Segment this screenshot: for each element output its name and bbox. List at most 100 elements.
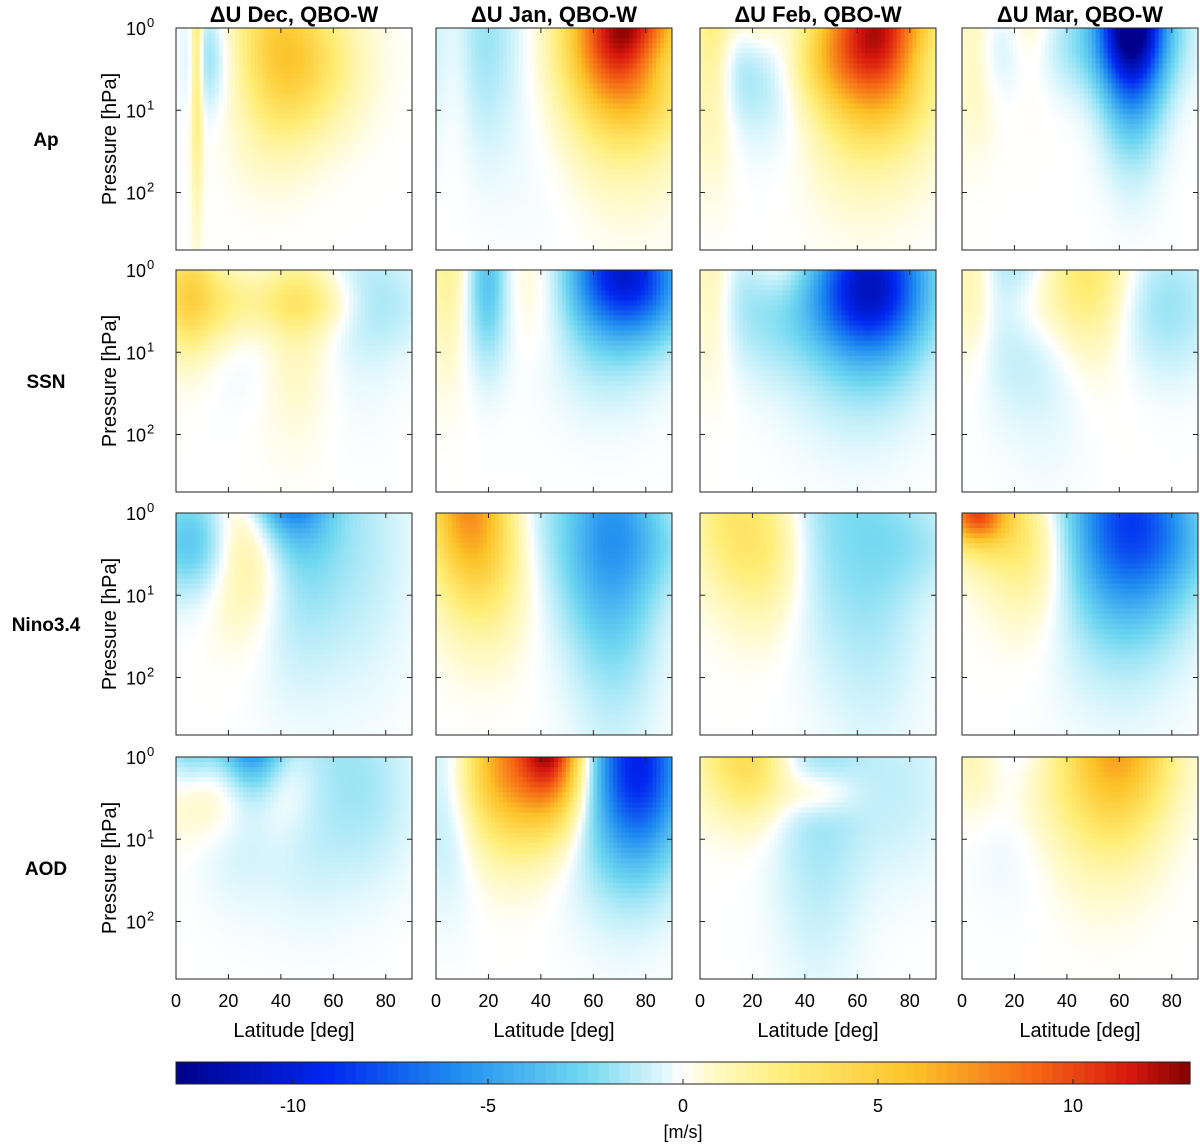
heatmap-cell xyxy=(345,199,350,206)
heatmap-cell xyxy=(632,159,638,165)
heatmap-cell xyxy=(620,174,626,180)
heatmap-cell xyxy=(325,58,330,64)
heatmap-cell xyxy=(203,83,209,90)
heatmap-cell xyxy=(538,144,543,150)
heatmap-cell xyxy=(227,28,232,34)
heatmap-cell xyxy=(589,209,594,216)
heatmap-cell xyxy=(601,68,606,75)
heatmap-cell xyxy=(491,28,496,34)
heatmap-cell xyxy=(487,199,492,206)
heatmap-cell xyxy=(640,88,646,95)
heatmap-cell xyxy=(498,33,504,39)
heatmap-cell xyxy=(195,103,201,110)
heatmap-cell xyxy=(282,214,287,221)
heatmap-cell xyxy=(605,149,610,155)
heatmap-cell xyxy=(550,174,555,180)
heatmap-cell xyxy=(341,144,346,150)
heatmap-cell xyxy=(179,73,185,80)
heatmap-cell xyxy=(471,108,476,115)
heatmap-cell xyxy=(408,113,412,120)
heatmap-cell xyxy=(250,28,256,34)
heatmap-cell xyxy=(246,78,252,85)
heatmap-cell xyxy=(242,234,248,241)
heatmap-cell xyxy=(668,108,672,115)
heatmap-cell xyxy=(613,28,618,34)
heatmap-cell xyxy=(640,48,646,54)
heatmap-cell xyxy=(349,244,354,250)
heatmap-cell xyxy=(459,118,465,125)
heatmap-cell xyxy=(589,164,594,170)
heatmap-cell xyxy=(341,58,346,64)
heatmap-cell xyxy=(301,184,307,191)
heatmap-cell xyxy=(195,194,201,201)
heatmap-cell xyxy=(356,28,362,34)
heatmap-cell xyxy=(305,38,311,44)
heatmap-cell xyxy=(451,159,457,165)
heatmap-cell xyxy=(242,68,248,75)
heatmap-cell xyxy=(668,128,672,135)
heatmap-cell xyxy=(231,234,236,241)
heatmap-cell xyxy=(475,189,480,196)
heatmap-cell xyxy=(305,33,311,39)
heatmap-cell xyxy=(471,209,476,216)
heatmap-cell xyxy=(266,214,271,221)
heatmap-cell xyxy=(364,209,370,216)
heatmap-cell xyxy=(609,184,614,191)
heatmap-cell xyxy=(199,209,205,216)
heatmap-cell xyxy=(514,93,520,100)
heatmap-cell xyxy=(632,103,638,110)
heatmap-cell xyxy=(215,204,220,211)
heatmap-cell xyxy=(262,239,268,246)
heatmap-cell xyxy=(546,128,551,135)
heatmap-cell xyxy=(179,209,185,216)
heatmap-cell xyxy=(384,174,389,180)
heatmap-cell xyxy=(396,244,401,250)
heatmap-cell xyxy=(376,43,382,49)
heatmap-cell xyxy=(242,58,248,64)
heatmap-cell xyxy=(353,103,358,110)
heatmap-cell xyxy=(313,28,319,34)
heatmap-cell xyxy=(372,214,378,221)
heatmap-cell xyxy=(199,128,205,135)
heatmap-cell xyxy=(203,118,209,125)
heatmap-cell xyxy=(471,179,476,186)
heatmap-cell xyxy=(636,73,642,80)
heatmap-cell xyxy=(356,133,362,140)
heatmap-cell xyxy=(246,219,252,226)
heatmap-cell xyxy=(557,48,563,54)
heatmap-cell xyxy=(183,149,189,155)
heatmap-cell xyxy=(439,139,445,145)
heatmap-cell xyxy=(282,159,287,165)
heatmap-cell xyxy=(309,88,315,95)
heatmap-cell xyxy=(616,174,622,180)
heatmap-cell xyxy=(305,48,311,54)
heatmap-cell xyxy=(455,118,461,125)
heatmap-cell xyxy=(297,179,303,186)
heatmap-cell xyxy=(270,53,275,59)
heatmap-cell xyxy=(534,43,539,49)
heatmap-cell xyxy=(305,144,311,150)
heatmap-cell xyxy=(372,169,378,175)
heatmap-cell xyxy=(384,133,389,140)
heatmap-cell xyxy=(219,209,224,216)
heatmap-cell xyxy=(290,224,295,231)
heatmap-cell xyxy=(577,219,583,226)
heatmap-cell xyxy=(274,189,279,196)
heatmap-cell xyxy=(250,98,256,105)
heatmap-cell xyxy=(199,48,205,54)
heatmap-cell xyxy=(514,38,520,44)
heatmap-cell xyxy=(664,123,669,130)
heatmap-cell xyxy=(183,48,189,54)
heatmap-cell xyxy=(408,224,412,231)
heatmap-cell xyxy=(660,149,665,155)
heatmap-cell xyxy=(656,28,661,34)
heatmap-cell xyxy=(616,199,622,206)
heatmap-cell xyxy=(282,38,287,44)
heatmap-cell xyxy=(601,179,606,186)
heatmap-cell xyxy=(266,189,271,196)
heatmap-cell xyxy=(640,78,646,85)
heatmap-cell xyxy=(601,149,606,155)
heatmap-cell xyxy=(447,194,453,201)
heatmap-cell xyxy=(624,33,630,39)
heatmap-cell xyxy=(569,209,575,216)
